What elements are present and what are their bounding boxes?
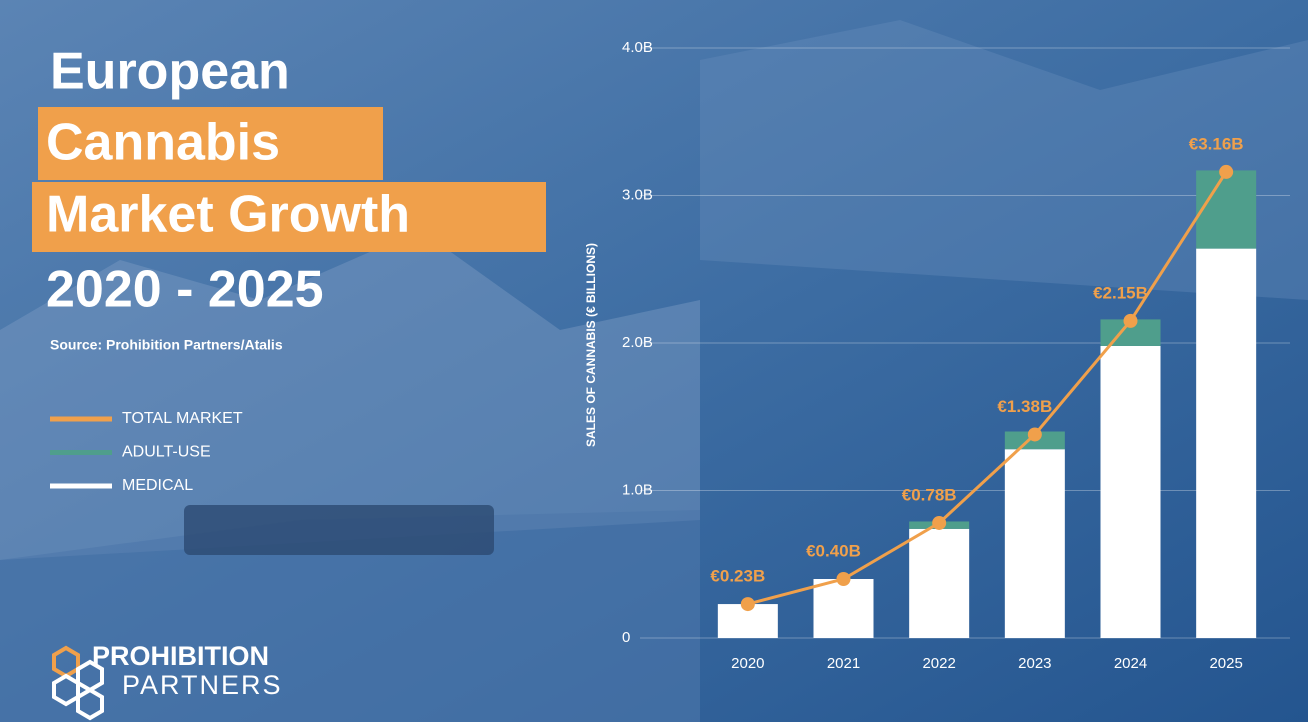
bar [1004,449,1065,638]
cloud [700,20,1308,300]
x-tick-label: 2024 [1114,655,1147,672]
y-axis-label: SALES OF CANNABIS (€ BILLIONS) [584,243,598,447]
data-label: €0.40B [806,541,861,560]
title-highlight [38,107,383,180]
legend-label: MEDICAL [122,477,193,494]
line-point [836,572,851,586]
bar [1196,170,1257,249]
legend-label: ADULT-USE [122,444,211,461]
y-tick-label: 3.0B [622,186,653,203]
y-tick-label: 2.0B [622,334,653,351]
bar [1196,248,1257,638]
x-tick-label: 2022 [922,655,955,672]
line-point [1027,427,1042,442]
data-label: €0.23B [710,567,765,586]
data-label: €2.15B [1093,283,1148,302]
x-tick-label: 2023 [1018,655,1051,672]
x-tick-label: 2020 [731,655,764,672]
y-tick-label: 1.0B [622,481,653,498]
legend-label: TOTAL MARKET [122,410,243,427]
bar [813,579,874,638]
x-tick-label: 2025 [1209,655,1242,672]
data-label: €1.38B [997,397,1052,416]
mountain [0,230,700,560]
y-tick-label: 4.0B [622,39,653,56]
title-line: Market Growth [46,186,410,244]
title-line: European [50,43,290,101]
data-label: €0.78B [902,485,957,504]
x-tick-label: 2021 [827,655,860,672]
title-highlight [32,182,546,252]
logo-text: PROHIBITION [92,641,269,671]
title-line: Cannabis [46,114,280,172]
line [747,171,1228,606]
logo-text: PARTNERS [122,670,283,700]
logo-hex [76,687,104,721]
bar [1100,345,1161,638]
line-point [740,597,755,612]
data-label: €3.16B [1189,134,1244,153]
subtitle: Source: Prohibition Partners/Atalis [50,337,283,353]
line-point [1123,313,1138,328]
line-point [932,515,947,530]
logo: PROHIBITION PARTNERS [52,641,283,721]
train [184,505,494,555]
bar [909,528,970,638]
title-line: 2020 - 2025 [46,261,324,319]
line-point [1219,164,1234,179]
meadow [0,510,700,722]
y-tick-label: 0 [622,629,630,646]
